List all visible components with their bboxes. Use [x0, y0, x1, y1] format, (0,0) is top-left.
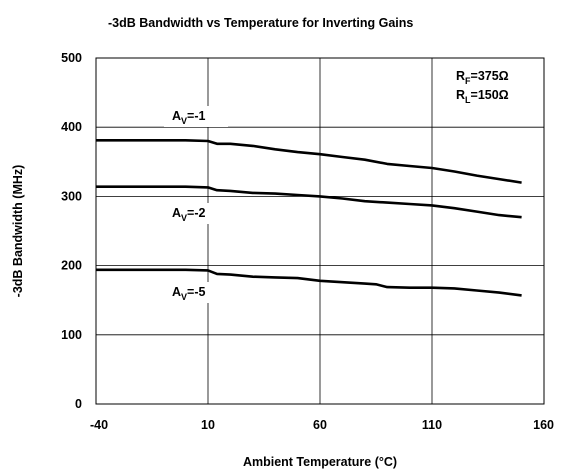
tick-labels: -40 10 60 110 160 0 100 200 300 400 500: [61, 51, 554, 432]
chart-title: -3dB Bandwidth vs Temperature for Invert…: [108, 16, 413, 30]
y-tick-label: 400: [61, 120, 82, 134]
x-tick-label: 110: [422, 418, 442, 432]
x-tick-label: 10: [201, 418, 215, 432]
y-axis-label: -3dB Bandwidth (MHz): [11, 165, 25, 298]
x-tick-label: 60: [313, 418, 327, 432]
series-label-backing: [164, 282, 228, 303]
grid: [96, 58, 544, 404]
series-line-2: [96, 185, 522, 219]
series-label-3: AV=-5: [172, 285, 206, 302]
series-line-1: [96, 139, 522, 184]
series-label-2: AV=-2: [172, 206, 206, 223]
y-tick-label: 100: [61, 328, 82, 342]
series-labels: AV=-1 AV=-2 AV=-5: [164, 106, 228, 303]
x-tick-label: 160: [533, 418, 554, 432]
condition-label-2: RL=150Ω: [456, 88, 509, 105]
plot-frame: [95, 57, 545, 405]
conditions: RF=375Ω RL=150Ω: [456, 69, 509, 105]
condition-label-1: RF=375Ω: [456, 69, 509, 86]
series-line-3: [96, 268, 522, 297]
y-tick-label: 200: [61, 259, 82, 273]
y-tick-label: 300: [61, 189, 82, 203]
x-axis-label: Ambient Temperature (°C): [243, 455, 397, 469]
x-tick-label: -40: [90, 418, 108, 432]
y-tick-label: 0: [75, 397, 82, 411]
y-tick-label: 500: [61, 51, 82, 65]
series-label-backing: [164, 203, 228, 224]
series-label-backing: [164, 106, 228, 127]
series-lines: [96, 139, 522, 297]
series-label-1: AV=-1: [172, 109, 206, 126]
